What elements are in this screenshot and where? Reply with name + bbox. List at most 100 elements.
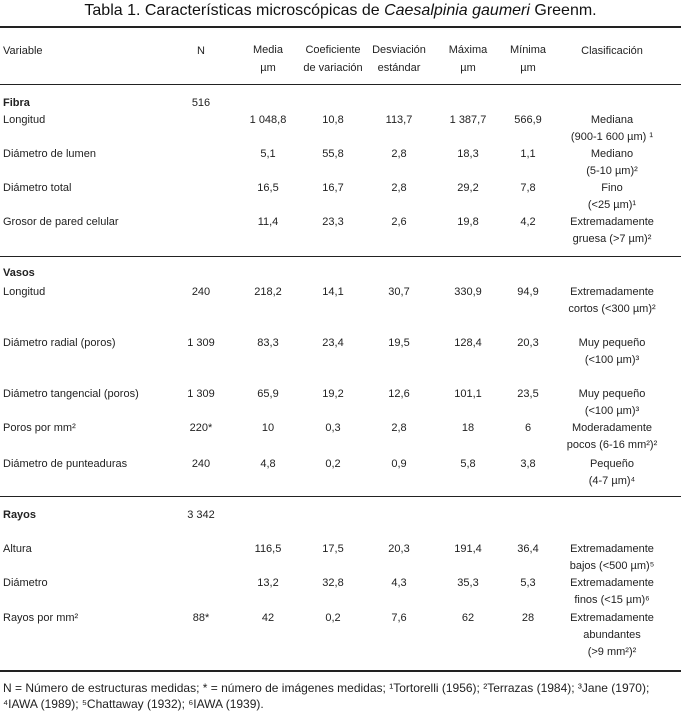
clasif-line1: Extremadamente	[570, 286, 654, 298]
clasif-line2: finos (<15 µm)⁶	[574, 594, 650, 606]
row-media: 83,3	[257, 337, 279, 349]
row-coef: 23,3	[322, 216, 344, 228]
row-desv: 20,3	[388, 543, 410, 555]
clasif-line1: Muy pequeño	[578, 337, 646, 349]
header-desv-line2: estándar	[377, 62, 421, 74]
clasif-line1: Extremadamente	[570, 577, 654, 589]
header-min: Mínima µm	[502, 44, 554, 75]
row-media: 5,1	[260, 148, 276, 160]
clasif-line2: (<25 µm)¹	[587, 199, 637, 211]
row-coef: 17,5	[322, 543, 344, 555]
row-clasificacion: Extremadamente gruesa (>7 µm)²	[557, 216, 667, 246]
table-footnote: N = Número de estructuras medidas; * = n…	[3, 681, 650, 711]
row-min: 6	[524, 422, 532, 434]
row-desv: 2,8	[391, 148, 407, 160]
row-media: 42	[261, 612, 275, 624]
row-desv: 2,8	[391, 422, 407, 434]
row-variable: Diámetro de lumen	[3, 148, 96, 160]
row-desv: 113,7	[385, 114, 413, 126]
clasif-line2: cortos (<300 µm)²	[568, 303, 656, 315]
title-prefix: Tabla 1. Características microscópicas d…	[84, 2, 385, 19]
row-min: 566,9	[514, 114, 542, 126]
clasif-line1: Extremadamente	[570, 543, 654, 555]
clasif-line1: Mediano	[590, 148, 634, 160]
row-desv: 2,6	[391, 216, 407, 228]
row-min: 4,2	[520, 216, 536, 228]
clasif-line2: (900-1 600 µm) ¹	[570, 131, 654, 143]
row-variable: Diámetro radial (poros)	[3, 337, 116, 349]
row-clasificacion: Mediano (5-10 µm)²	[557, 148, 667, 178]
row-media: 16,5	[257, 182, 279, 194]
row-variable: Diámetro total	[3, 182, 72, 194]
row-n: 88*	[192, 612, 210, 624]
row-n: 1 309	[187, 337, 215, 349]
row-min: 5,3	[520, 577, 536, 589]
row-desv: 0,9	[391, 458, 407, 470]
row-clasificacion: Moderadamente pocos (6-16 mm²)²	[557, 422, 667, 452]
clasif-line2: bajos (<500 µm)⁵	[569, 560, 655, 572]
clasif-line2: pocos (6-16 mm²)²	[566, 439, 658, 451]
section-rayos-title: Rayos	[3, 509, 37, 521]
row-coef: 32,8	[322, 577, 344, 589]
row-coef: 0,3	[325, 422, 341, 434]
row-max: 19,8	[457, 216, 479, 228]
header-media-line2: µm	[260, 62, 276, 74]
row-max: 18,3	[457, 148, 479, 160]
header-media: Media µm	[240, 44, 296, 75]
header-n: N	[197, 45, 205, 57]
clasif-line1: Mediana	[590, 114, 634, 126]
row-coef: 23,4	[322, 337, 344, 349]
row-max: 128,4	[454, 337, 482, 349]
clasif-line3: (>9 mm²)²	[587, 646, 637, 658]
row-clasificacion: Fino (<25 µm)¹	[557, 182, 667, 212]
header-desv-line1: Desviación	[372, 44, 426, 56]
row-coef: 14,1	[322, 286, 344, 298]
header-desv: Desviación estándar	[364, 44, 434, 75]
bottom-rule	[0, 670, 681, 672]
row-min: 20,3	[517, 337, 539, 349]
row-clasificacion: Muy pequeño (<100 µm)³	[557, 337, 667, 367]
row-n: 220*	[189, 422, 213, 434]
header-max-line2: µm	[460, 62, 476, 74]
row-variable: Diámetro de punteaduras	[3, 458, 128, 470]
clasif-line2: (<100 µm)³	[584, 354, 640, 366]
section-vasos-title: Vasos	[3, 267, 35, 279]
row-desv: 4,3	[391, 577, 407, 589]
header-variable: Variable	[3, 45, 43, 57]
row-max: 35,3	[457, 577, 479, 589]
clasif-line2: (5-10 µm)²	[586, 165, 638, 177]
clasif-line1: Extremadamente	[570, 612, 654, 624]
header-min-line1: Mínima	[509, 44, 547, 56]
header-max-line1: Máxima	[448, 44, 488, 56]
row-media: 13,2	[257, 577, 279, 589]
section-rule-vasos	[0, 256, 681, 257]
row-n: 240	[191, 286, 211, 298]
row-min: 28	[521, 612, 535, 624]
row-media: 65,9	[257, 388, 279, 400]
clasif-line2: (4-7 µm)⁴	[588, 475, 636, 487]
row-max: 62	[461, 612, 475, 624]
row-media: 4,8	[260, 458, 276, 470]
row-coef: 0,2	[325, 612, 341, 624]
row-max: 18	[461, 422, 475, 434]
row-coef: 10,8	[322, 114, 344, 126]
section-rule-rayos	[0, 496, 681, 497]
row-clasificacion: Extremadamente cortos (<300 µm)²	[557, 286, 667, 316]
row-media: 116,5	[254, 543, 282, 555]
row-desv: 30,7	[388, 286, 410, 298]
row-clasificacion: Extremadamente bajos (<500 µm)⁵	[557, 543, 667, 573]
row-max: 191,4	[454, 543, 482, 555]
row-n: 240	[191, 458, 211, 470]
clasif-line2: (<100 µm)³	[584, 405, 640, 417]
row-desv: 12,6	[388, 388, 410, 400]
top-rule	[0, 26, 681, 28]
row-desv: 7,6	[391, 612, 407, 624]
header-coef-line2: de variación	[303, 62, 363, 74]
row-media: 11,4	[257, 216, 279, 228]
row-max: 330,9	[454, 286, 482, 298]
header-coef-line1: Coeficiente	[305, 44, 361, 56]
row-clasificacion: Pequeño (4-7 µm)⁴	[557, 458, 667, 488]
row-min: 3,8	[520, 458, 536, 470]
row-coef: 55,8	[322, 148, 344, 160]
row-variable: Diámetro tangencial (poros)	[3, 388, 139, 400]
